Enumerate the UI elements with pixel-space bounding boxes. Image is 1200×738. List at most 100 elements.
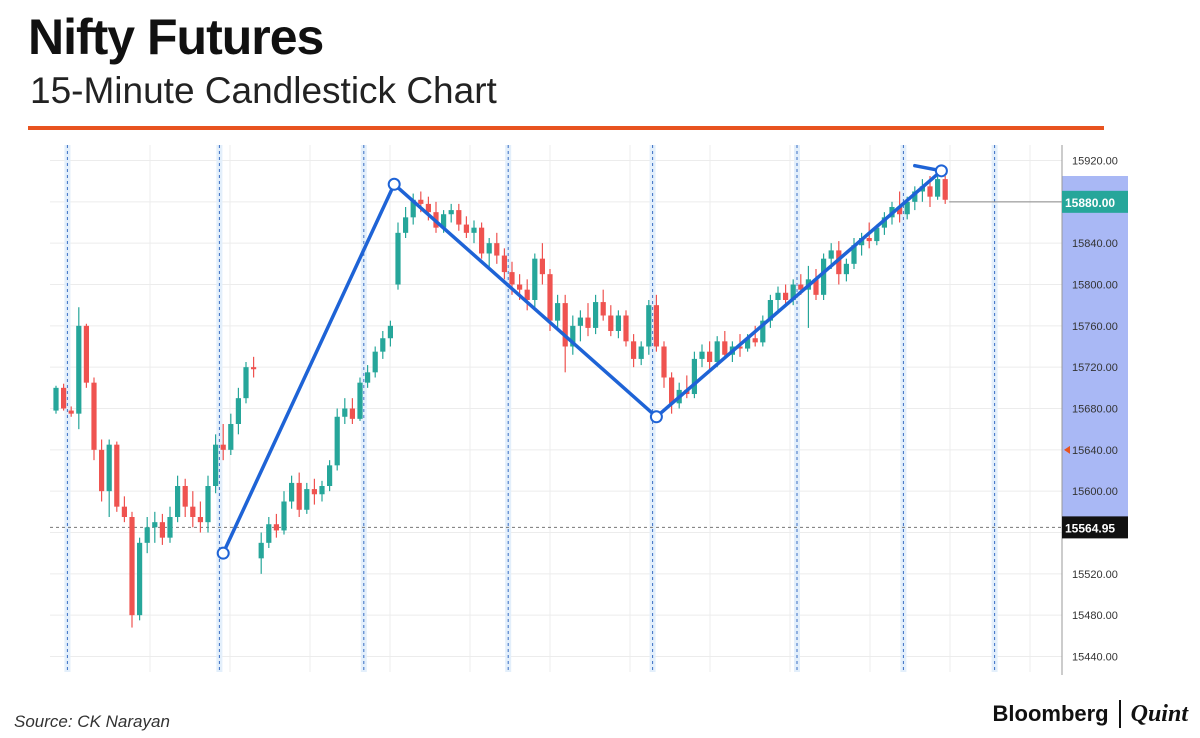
candle-body xyxy=(228,424,234,450)
price-tick-label: 15840.00 xyxy=(1072,238,1118,250)
trendline-path[interactable] xyxy=(221,163,944,555)
price-tick-label: 15520.00 xyxy=(1072,569,1118,581)
candle-body xyxy=(897,207,903,215)
candle-body xyxy=(714,341,720,362)
candle-body xyxy=(106,444,112,492)
candle-body xyxy=(562,303,568,347)
candle-body xyxy=(441,214,447,228)
candle-body xyxy=(532,258,538,300)
candle-body xyxy=(53,387,59,411)
candle-body xyxy=(387,325,393,339)
candle-body xyxy=(646,305,652,347)
trendline-pivot-point[interactable] xyxy=(934,164,948,178)
candle-body xyxy=(425,203,431,213)
session-highlight xyxy=(360,145,367,672)
candle-body xyxy=(851,245,857,264)
candle-body xyxy=(167,517,173,538)
candle-body xyxy=(555,303,561,321)
price-axis[interactable]: 15920.00 15840.00 15800.00 15760.00 15720.00… xyxy=(1061,145,1128,675)
candle-body xyxy=(182,486,188,507)
candle-body xyxy=(266,524,272,543)
candle-body xyxy=(175,486,181,517)
candle-body xyxy=(783,292,789,300)
candles xyxy=(53,176,948,628)
candle-body xyxy=(752,338,758,343)
candle-body xyxy=(767,300,773,321)
candle-body xyxy=(486,243,492,254)
candle-body xyxy=(68,410,74,414)
candle-body xyxy=(463,224,469,233)
candle-body xyxy=(836,250,842,275)
candle-body xyxy=(349,408,355,419)
candle-body xyxy=(289,482,295,502)
candle-body xyxy=(273,524,279,531)
candle-body xyxy=(707,351,713,362)
candle-body xyxy=(197,517,203,523)
candle-body xyxy=(524,289,530,300)
candle-body xyxy=(319,486,325,495)
candle-body xyxy=(615,315,621,331)
trendline[interactable] xyxy=(216,163,948,560)
candle-body xyxy=(608,315,614,331)
candle-body xyxy=(593,302,599,328)
candle-body xyxy=(410,199,416,218)
candle-body xyxy=(577,317,583,326)
candle-body xyxy=(935,179,941,197)
chart-title: Nifty Futures xyxy=(28,9,324,65)
candle-body xyxy=(144,527,150,543)
candle-body xyxy=(91,382,97,450)
brand-divider xyxy=(1118,700,1121,728)
session-highlight xyxy=(991,145,998,672)
session-highlight xyxy=(900,145,907,672)
candle-body xyxy=(539,258,545,275)
candlestick-chart[interactable]: 15920.00 15840.00 15800.00 15760.00 15720.00… xyxy=(0,140,1200,675)
price-tick-label: 15800.00 xyxy=(1072,280,1118,292)
price-marker-icon xyxy=(1064,445,1070,454)
price-tick-label: 15600.00 xyxy=(1072,486,1118,498)
trendline-pivot-point[interactable] xyxy=(387,177,401,191)
candle-body xyxy=(137,542,143,616)
candle-body xyxy=(342,408,348,417)
candle-body xyxy=(114,444,120,507)
price-tick-label: 15920.00 xyxy=(1072,156,1118,168)
reference-price-label[interactable]: 15564.95 xyxy=(1065,521,1115,535)
session-highlight xyxy=(64,145,71,672)
candle-body xyxy=(631,341,637,359)
candle-body xyxy=(942,179,948,200)
candle-body xyxy=(866,238,872,242)
candle-body xyxy=(479,227,485,254)
trendline-pivot-point[interactable] xyxy=(216,546,230,560)
candle-body xyxy=(304,489,310,510)
candle-body xyxy=(243,367,249,399)
candle-body xyxy=(205,486,211,523)
candle-body xyxy=(623,315,629,342)
session-highlight xyxy=(649,145,656,672)
current-price-label[interactable]: 15880.00 xyxy=(1065,196,1115,210)
brand-bloomberg: Bloomberg xyxy=(992,701,1109,726)
candle-body xyxy=(843,263,849,275)
candle-body xyxy=(61,387,67,409)
candle-body xyxy=(235,398,241,424)
candle-body xyxy=(448,210,454,215)
candle-body xyxy=(99,449,105,492)
candle-body xyxy=(83,325,89,383)
candle-body xyxy=(813,279,819,295)
candle-body xyxy=(213,444,219,486)
candle-body xyxy=(456,210,462,225)
price-tick-label: 15640.00 xyxy=(1072,445,1118,457)
candle-body xyxy=(327,465,333,486)
candle-body xyxy=(159,522,165,538)
candle-body xyxy=(220,444,226,450)
candle-body xyxy=(927,186,933,197)
price-tick-label: 15760.00 xyxy=(1072,321,1118,333)
candle-body xyxy=(874,227,880,242)
candle-body xyxy=(661,346,667,378)
trendline-pivot-point[interactable] xyxy=(649,410,663,424)
current-price-box xyxy=(1062,190,1128,213)
candle-body xyxy=(76,325,82,414)
candle-body xyxy=(821,258,827,295)
candle-body xyxy=(334,416,340,466)
candle-body xyxy=(403,217,409,233)
candle-body xyxy=(509,272,515,285)
session-breaks xyxy=(50,145,1062,672)
